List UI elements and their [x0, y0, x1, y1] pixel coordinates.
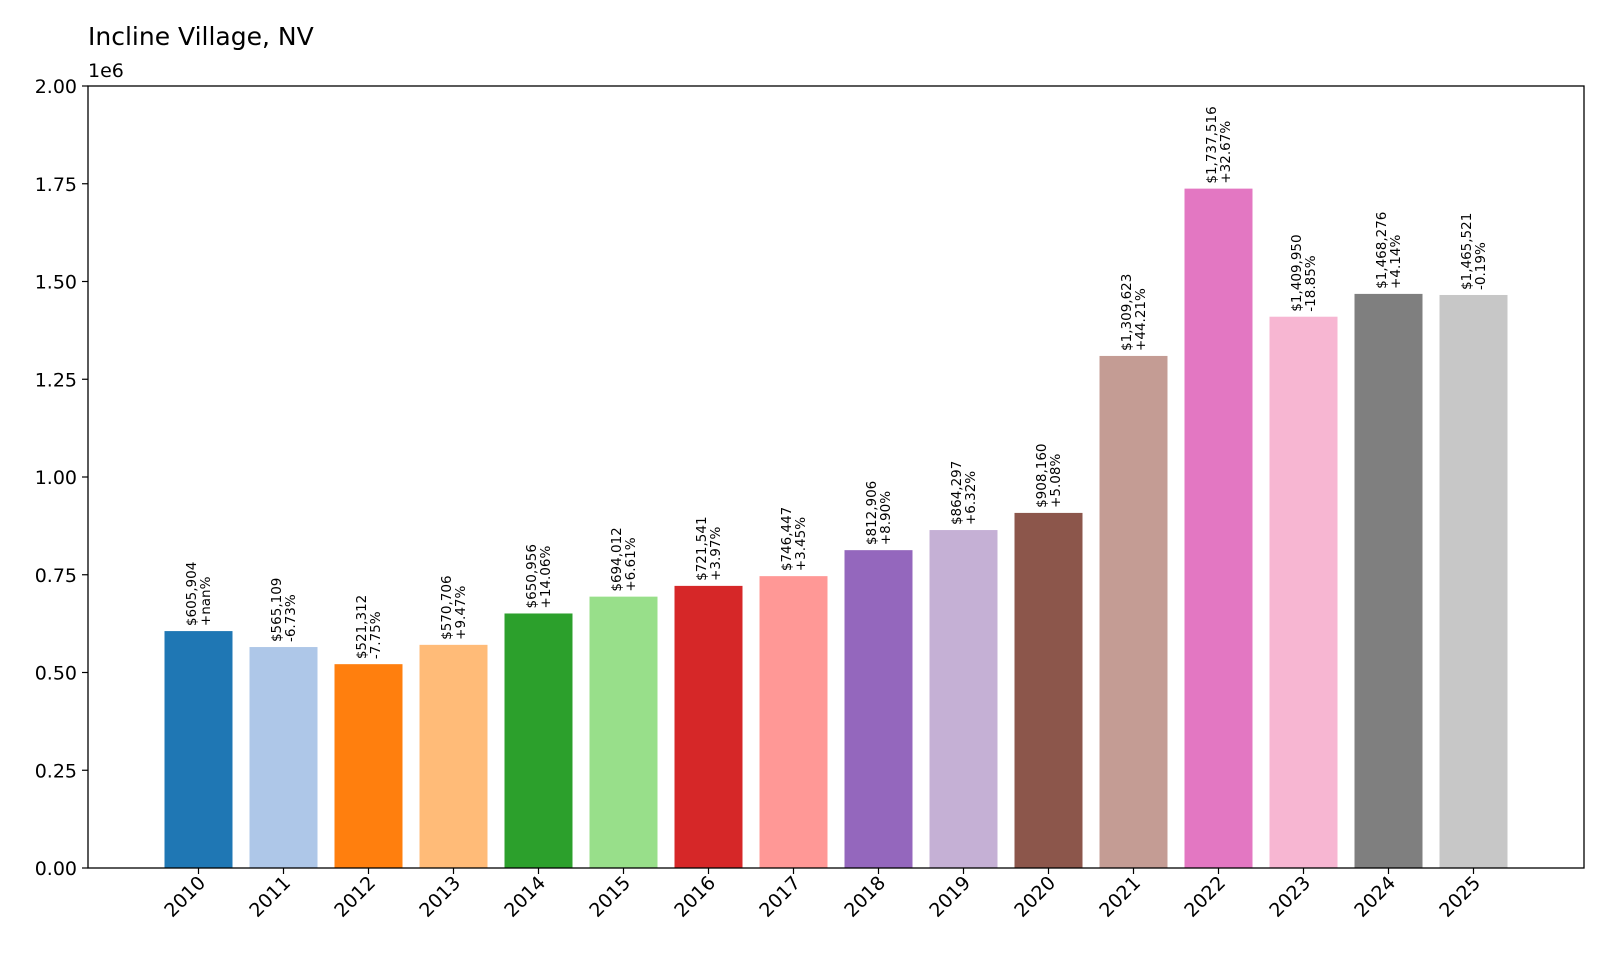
- bar-change-label: +3.97%: [708, 527, 724, 581]
- y-tick-label: 1.25: [35, 369, 77, 391]
- bar-price-label: $721,541: [694, 516, 710, 580]
- bar-change-label: +32.67%: [1218, 121, 1234, 184]
- x-tick-label-2010: 2010: [160, 872, 210, 922]
- y-tick-label: 0.00: [35, 858, 77, 880]
- bar-price-label: $694,012: [609, 527, 625, 591]
- bar-price-label: $605,904: [184, 562, 200, 626]
- bar-change-label: -0.19%: [1473, 242, 1489, 290]
- bar-change-label: +5.08%: [1048, 454, 1064, 508]
- bar-2021: [1099, 355, 1168, 868]
- bar-price-label: $1,465,521: [1459, 213, 1475, 290]
- bar-value-label-2022: $1,737,516+32.67%: [1204, 106, 1234, 183]
- bar-value-label-2023: $1,409,950-18.85%: [1289, 234, 1319, 311]
- y-tick-label: 1.50: [35, 272, 77, 294]
- x-tick-label-2021: 2021: [1095, 872, 1145, 922]
- bar-2022: [1184, 188, 1253, 868]
- bar-2018: [844, 550, 913, 868]
- bar-value-label-2016: $721,541+3.97%: [694, 516, 724, 580]
- bar-value-label-2010: $605,904+nan%: [184, 562, 214, 626]
- bar-value-label-2021: $1,309,623+44.21%: [1119, 274, 1149, 351]
- bar-change-label: +nan%: [198, 576, 214, 626]
- bar-value-label-2018: $812,906+8.90%: [864, 481, 894, 545]
- bar-2015: [589, 596, 658, 868]
- bar-value-label-2011: $565,109-6.73%: [269, 578, 299, 642]
- bar-2025: [1439, 294, 1508, 869]
- x-tick-label-2019: 2019: [925, 872, 975, 922]
- y-tick-label: 0.75: [35, 565, 77, 587]
- chart-title: Incline Village, NV: [88, 22, 314, 51]
- bar-price-label: $565,109: [269, 578, 285, 642]
- bar-price-label: $1,468,276: [1374, 212, 1390, 289]
- bar-change-label: +4.14%: [1388, 235, 1404, 289]
- bar-change-label: +3.45%: [793, 517, 809, 571]
- x-tick-label-2014: 2014: [500, 872, 550, 922]
- bar-change-label: +8.90%: [878, 491, 894, 545]
- bar-2020: [1014, 512, 1083, 868]
- bar-2014: [504, 613, 573, 868]
- bar-change-label: -7.75%: [368, 611, 384, 659]
- bar-price-label: $650,956: [524, 544, 540, 608]
- x-tick-label-2024: 2024: [1350, 872, 1400, 922]
- bar-price-label: $1,309,623: [1119, 274, 1135, 351]
- y-tick-label: 2.00: [35, 76, 77, 98]
- bar-price-label: $1,737,516: [1204, 106, 1220, 183]
- bar-2012: [334, 664, 403, 868]
- bar-value-label-2015: $694,012+6.61%: [609, 527, 639, 591]
- plot-frame: [87, 85, 1585, 869]
- bar-2013: [419, 644, 488, 868]
- y-axis-offset-label: 1e6: [88, 60, 124, 82]
- bar-value-label-2020: $908,160+5.08%: [1034, 443, 1064, 507]
- x-tick-label-2020: 2020: [1010, 872, 1060, 922]
- bar-change-label: +6.61%: [623, 537, 639, 591]
- bar-price-label: $812,906: [864, 481, 880, 545]
- y-tick-label: 1.00: [35, 467, 77, 489]
- y-tick-label: 1.75: [35, 174, 77, 196]
- bar-value-label-2019: $864,297+6.32%: [949, 461, 979, 525]
- bar-price-label: $908,160: [1034, 443, 1050, 507]
- x-tick-label-2022: 2022: [1180, 872, 1230, 922]
- bars-group: [164, 188, 1508, 869]
- bar-change-label: -18.85%: [1303, 255, 1319, 312]
- x-tick-label-2023: 2023: [1265, 872, 1315, 922]
- bar-2023: [1269, 316, 1338, 869]
- bar-2010: [164, 631, 233, 868]
- bar-2016: [674, 585, 743, 868]
- bar-value-label-2017: $746,447+3.45%: [779, 507, 809, 571]
- bar-2017: [759, 576, 828, 868]
- bar-price-label: $570,706: [439, 575, 455, 639]
- bar-value-label-2025: $1,465,521-0.19%: [1459, 213, 1489, 290]
- bar-value-label-2014: $650,956+14.06%: [524, 544, 554, 608]
- bar-change-label: +44.21%: [1133, 288, 1149, 351]
- x-tick-label-2016: 2016: [670, 872, 720, 922]
- bar-change-label: +14.06%: [538, 546, 554, 609]
- x-tick-label-2013: 2013: [415, 872, 465, 922]
- x-tick-label-2011: 2011: [245, 872, 295, 922]
- bar-price-label: $1,409,950: [1289, 234, 1305, 311]
- bar-change-label: -6.73%: [283, 594, 299, 642]
- bar-price-label: $864,297: [949, 461, 965, 525]
- bar-value-label-2013: $570,706+9.47%: [439, 575, 469, 639]
- bar-value-label-2024: $1,468,276+4.14%: [1374, 212, 1404, 289]
- bar-2011: [249, 647, 318, 868]
- x-tick-label-2018: 2018: [840, 872, 890, 922]
- y-tick-label: 0.50: [35, 663, 77, 685]
- bar-price-label: $521,312: [354, 595, 370, 659]
- x-tick-label-2012: 2012: [330, 872, 380, 922]
- bar-2024: [1354, 293, 1423, 868]
- x-tick-label-2015: 2015: [585, 872, 635, 922]
- bar-price-label: $746,447: [779, 507, 795, 571]
- bar-value-label-2012: $521,312-7.75%: [354, 595, 384, 659]
- bar-change-label: +6.32%: [963, 471, 979, 525]
- x-tick-label-2025: 2025: [1435, 872, 1485, 922]
- y-tick-label: 0.25: [35, 760, 77, 782]
- bar-labels-group: $605,904+nan% $565,109-6.73% $521,312-7.75…: [184, 106, 1489, 659]
- x-tick-label-2017: 2017: [755, 872, 805, 922]
- bar-2019: [929, 530, 998, 868]
- bar-change-label: +9.47%: [453, 585, 469, 639]
